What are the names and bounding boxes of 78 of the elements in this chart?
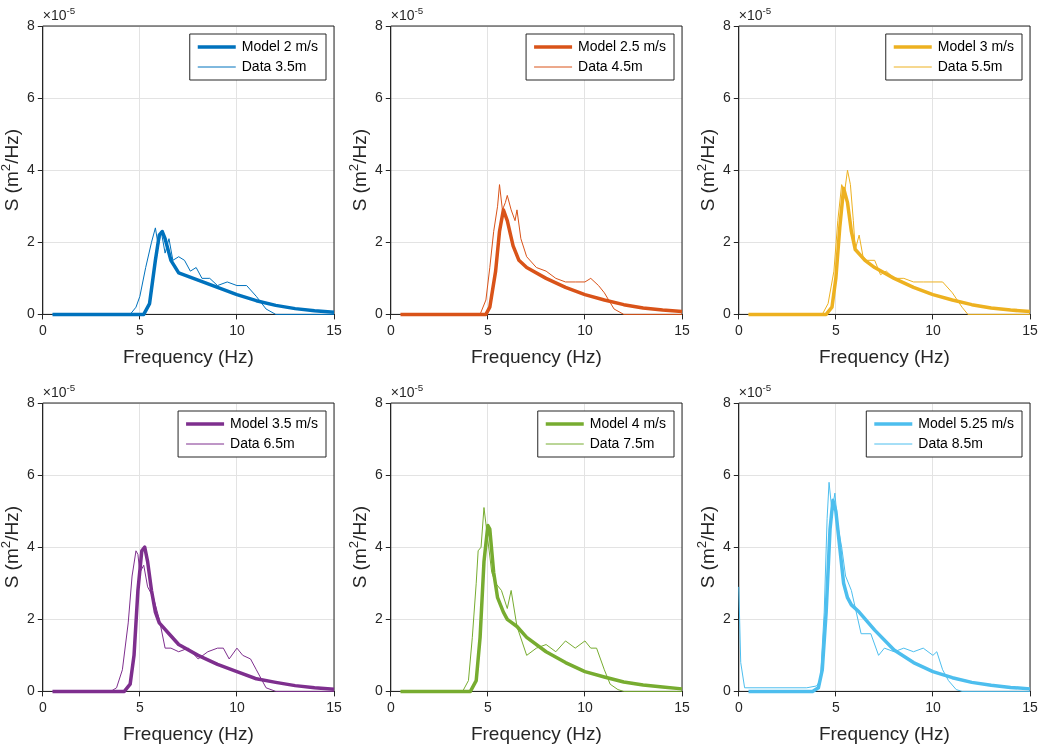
- y-tick-label: 0: [26, 305, 35, 322]
- x-tick-label: 5: [135, 321, 144, 338]
- y-axis-title: S (m2/Hz): [346, 129, 370, 212]
- y-tick-label: 8: [374, 16, 383, 33]
- x-tick-label: 15: [326, 698, 342, 715]
- legend-label: Data 3.5m: [241, 57, 307, 74]
- y-tick-label: 4: [26, 161, 35, 178]
- y-tick-label: 8: [26, 393, 35, 410]
- x-tick-label: 15: [674, 321, 690, 338]
- y-tick-label: 6: [26, 465, 35, 482]
- x-tick-label: 5: [483, 698, 492, 715]
- legend-label: Data 7.5m: [589, 434, 655, 451]
- y-tick-label: 4: [722, 161, 731, 178]
- legend-label: Model 2.5 m/s: [578, 37, 667, 54]
- x-tick-label: 10: [925, 321, 941, 338]
- x-tick-label: 5: [483, 321, 492, 338]
- x-axis-title: Frequency (Hz): [818, 345, 950, 367]
- x-tick-label: 10: [577, 698, 593, 715]
- y-tick-label: 2: [722, 233, 731, 250]
- x-tick-label: 0: [38, 321, 47, 338]
- y-tick-label: 0: [26, 682, 35, 699]
- x-tick-label: 0: [386, 698, 395, 715]
- y-tick-label: 8: [26, 16, 35, 33]
- y-tick-label: 6: [722, 88, 731, 105]
- legend-label: Data 8.5m: [918, 434, 983, 451]
- y-axis-title: S (m2/Hz): [0, 506, 22, 589]
- y-axis-title: S (m2/Hz): [694, 506, 718, 589]
- x-tick-label: 0: [734, 321, 743, 338]
- x-axis-title: Frequency (Hz): [122, 345, 254, 367]
- y-tick-label: 0: [722, 682, 731, 699]
- x-tick-label: 10: [229, 698, 245, 715]
- x-tick-label: 10: [229, 321, 245, 338]
- x-tick-label: 5: [831, 698, 840, 715]
- y-tick-label: 8: [374, 393, 383, 410]
- y-tick-label: 2: [26, 233, 35, 250]
- x-axis-title: Frequency (Hz): [818, 722, 950, 744]
- legend-label: Data 4.5m: [578, 57, 643, 74]
- y-tick-label: 4: [722, 538, 731, 555]
- y-tick-label: 0: [722, 305, 731, 322]
- y-tick-label: 2: [26, 610, 35, 627]
- x-axis-title: Frequency (Hz): [470, 722, 602, 744]
- y-tick-label: 0: [374, 305, 383, 322]
- legend-label: Model 3 m/s: [937, 37, 1014, 54]
- y-tick-label: 2: [722, 610, 731, 627]
- x-tick-label: 10: [925, 698, 941, 715]
- y-tick-label: 0: [374, 682, 383, 699]
- legend-label: Model 2 m/s: [241, 37, 318, 54]
- x-tick-label: 15: [326, 321, 342, 338]
- y-axis-title: S (m2/Hz): [0, 129, 22, 212]
- y-tick-label: 4: [374, 538, 383, 555]
- legend-label: Data 6.5m: [230, 434, 295, 451]
- x-tick-label: 0: [734, 698, 743, 715]
- x-tick-label: 15: [1022, 321, 1038, 338]
- y-tick-label: 4: [26, 538, 35, 555]
- x-tick-label: 5: [135, 698, 144, 715]
- x-tick-label: 0: [38, 698, 47, 715]
- y-tick-label: 8: [722, 393, 731, 410]
- legend-label: Model 5.25 m/s: [918, 414, 1015, 431]
- y-tick-label: 2: [374, 610, 383, 627]
- legend-label: Model 4 m/s: [589, 414, 666, 431]
- x-tick-label: 10: [577, 321, 593, 338]
- legend-label: Model 3.5 m/s: [230, 414, 319, 431]
- y-tick-label: 6: [374, 465, 383, 482]
- x-tick-label: 5: [831, 321, 840, 338]
- x-tick-label: 15: [674, 698, 690, 715]
- x-axis-title: Frequency (Hz): [470, 345, 602, 367]
- y-tick-label: 2: [374, 233, 383, 250]
- x-tick-label: 15: [1022, 698, 1038, 715]
- y-axis-title: S (m2/Hz): [694, 129, 718, 212]
- legend-label: Data 5.5m: [937, 57, 1003, 74]
- y-tick-label: 4: [374, 161, 383, 178]
- y-tick-label: 6: [374, 88, 383, 105]
- x-tick-label: 0: [386, 321, 395, 338]
- y-tick-label: 8: [722, 16, 731, 33]
- x-axis-title: Frequency (Hz): [122, 722, 254, 744]
- y-tick-label: 6: [26, 88, 35, 105]
- y-tick-label: 6: [722, 465, 731, 482]
- y-axis-title: S (m2/Hz): [346, 506, 370, 589]
